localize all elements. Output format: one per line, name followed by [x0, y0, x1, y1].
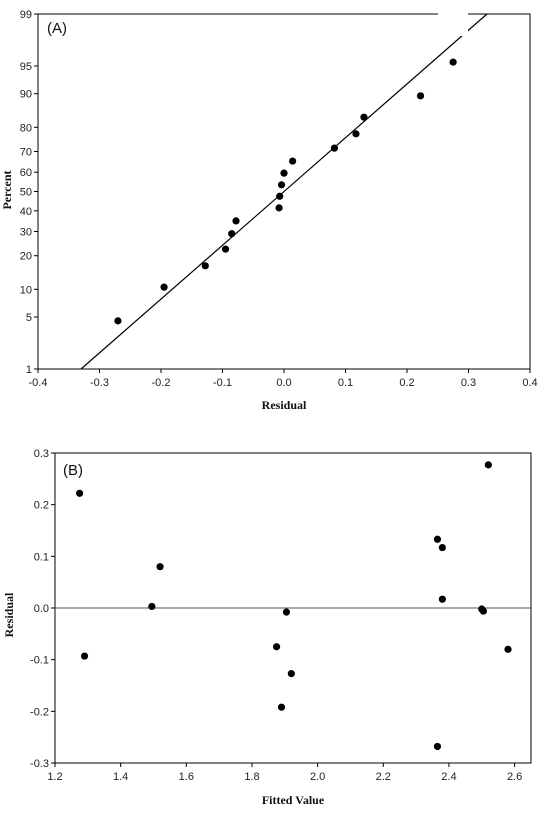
x-tick-label: 0.4: [522, 377, 537, 389]
data-point: [280, 169, 288, 177]
data-point: [479, 607, 487, 615]
panel-label-a: (A): [47, 20, 67, 37]
residual-vs-fitted-plot: -0.3 -0.2 -0.1 0.0 0.1 0.2 0.3 1.2 1.4 1.6 1.8 2.0…: [2, 448, 532, 807]
data-point: [148, 602, 156, 611]
x-tick-label: 0.1: [338, 377, 353, 389]
y-tick-label: 5: [26, 312, 32, 324]
y-tick-label: 60: [20, 167, 32, 179]
y-tick-label: 99: [20, 9, 32, 21]
data-point: [201, 262, 209, 270]
y-tick-label: 30: [20, 227, 32, 239]
data-point: [277, 181, 286, 189]
fit-line: [80, 13, 488, 370]
x-tick-label: 0.3: [461, 377, 476, 389]
data-point: [438, 543, 446, 552]
data-point: [276, 192, 284, 200]
data-point: [438, 595, 446, 603]
data-point: [156, 563, 164, 571]
data-point: [228, 230, 236, 238]
normal-probability-plot: 1 5 10 20 30 40 50 60 70 80 90 95 99 -0.4 -0.3 -0.2 -0.…: [0, 6, 538, 412]
x-tick-label: 1.2: [47, 771, 62, 783]
data-point: [449, 58, 457, 66]
x-tick-label: 1.8: [244, 771, 259, 783]
y-tick-label: 90: [20, 89, 32, 101]
data-point: [114, 317, 122, 325]
data-point: [360, 113, 368, 121]
y-tick-label: 10: [20, 284, 32, 296]
y-tick-label: 20: [20, 251, 32, 263]
x-tick-label: 0.0: [276, 377, 291, 389]
x-tick-label: 2.2: [376, 771, 391, 783]
data-point: [504, 645, 512, 653]
plot-artifact: [438, 6, 468, 36]
data-point: [277, 703, 286, 711]
y-tick-label: 0.2: [34, 500, 49, 512]
data-point: [433, 535, 442, 543]
data-point: [221, 245, 230, 253]
x-axis-label-b: Fitted Value: [262, 793, 325, 807]
y-tick-label: 0.1: [34, 551, 49, 563]
data-point: [80, 652, 89, 660]
data-point: [275, 204, 283, 212]
x-tick-label: -0.3: [90, 377, 109, 389]
x-tick-label: -0.4: [29, 377, 48, 389]
y-axis-label-a: Percent: [0, 170, 14, 209]
y-tick-label: 40: [20, 206, 32, 218]
data-point: [282, 608, 291, 616]
x-tick-label: 0.2: [399, 377, 414, 389]
data-point: [272, 643, 281, 651]
y-tick-label: 80: [20, 122, 32, 134]
x-tick-label: 1.4: [113, 771, 128, 783]
x-tick-label: 2.6: [507, 771, 522, 783]
y-tick-label: 1: [26, 364, 32, 376]
data-point: [289, 157, 297, 165]
x-tick-label: 1.6: [179, 771, 194, 783]
y-tick-label: 50: [20, 187, 32, 199]
data-point: [76, 489, 84, 497]
x-tick-label: 2.0: [310, 771, 325, 783]
data-point: [484, 461, 492, 469]
data-point: [232, 217, 240, 225]
data-point: [330, 144, 339, 152]
y-tick-label: -0.1: [30, 655, 49, 667]
y-axis-label-b: Residual: [2, 592, 16, 637]
x-tick-label: -0.2: [152, 377, 171, 389]
data-point: [416, 92, 425, 100]
y-tick-label: -0.2: [30, 706, 49, 718]
data-point: [287, 670, 295, 678]
panel-label-b: (B): [63, 462, 83, 479]
data-point: [352, 130, 360, 138]
x-tick-label: 2.4: [441, 771, 456, 783]
y-tick-label: -0.3: [30, 758, 49, 770]
y-tick-label: 0.3: [34, 448, 49, 460]
y-tick-label: 95: [20, 61, 32, 73]
y-tick-label: 0.0: [34, 603, 49, 615]
data-point: [160, 283, 168, 291]
x-tick-label: -0.1: [213, 377, 232, 389]
y-tick-label: 70: [20, 146, 32, 158]
x-axis-label-a: Residual: [262, 398, 307, 412]
data-point: [433, 742, 442, 751]
